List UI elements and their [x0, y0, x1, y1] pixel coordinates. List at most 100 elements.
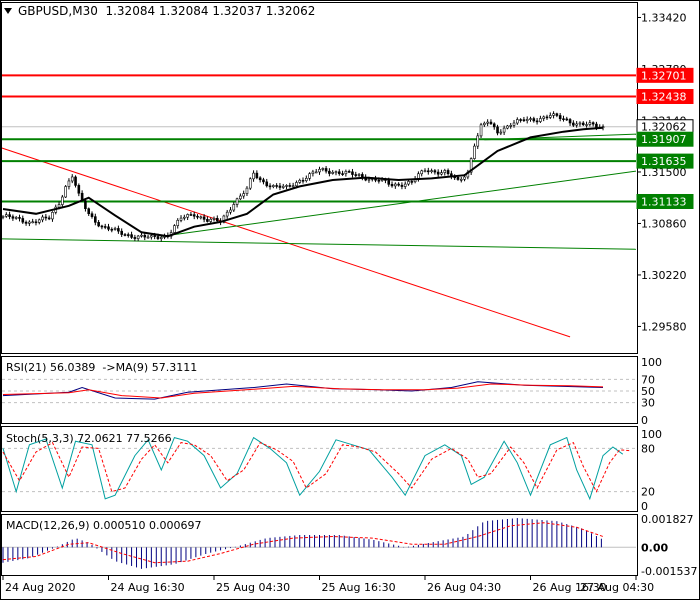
- candle-body: [67, 180, 71, 187]
- candle-body: [499, 131, 503, 134]
- candle-body: [367, 178, 371, 181]
- candle-body: [159, 237, 163, 239]
- candle-body: [572, 122, 575, 126]
- rsi-title: RSI(21) 56.0389 ->MA(9) 57.3111: [6, 361, 197, 374]
- candle-body: [423, 170, 427, 173]
- candle-body: [410, 181, 414, 183]
- candle-body: [575, 123, 578, 126]
- trend-up-line[interactable]: [161, 170, 636, 237]
- candle-body: [8, 214, 11, 217]
- candle-body: [285, 185, 288, 187]
- macd-tick-label: 0.00: [641, 541, 668, 554]
- price-tick-label: 1.30860: [641, 217, 687, 230]
- candle-body: [555, 113, 559, 116]
- candle-body: [301, 179, 305, 182]
- panel-frame-main: [1, 2, 638, 354]
- candle-body: [420, 170, 424, 175]
- candle-body: [519, 119, 522, 121]
- candle-body: [245, 187, 249, 194]
- candle-body: [489, 121, 493, 125]
- candle-body: [235, 198, 239, 205]
- candle-body: [516, 119, 519, 124]
- level-label-box: [636, 88, 694, 104]
- candle-body: [61, 196, 64, 205]
- candle-body: [136, 235, 140, 239]
- candle-body: [222, 215, 226, 223]
- time-tick-label: 26 Aug 04:30: [427, 581, 501, 594]
- time-tick-label: 25 Aug 16:30: [322, 581, 396, 594]
- candle-body: [14, 217, 18, 219]
- candle-body: [242, 193, 245, 197]
- stoch-tick-label: 100: [641, 428, 662, 441]
- stoch-tick-label: 20: [641, 486, 655, 499]
- candle-body: [202, 216, 206, 220]
- candle-body: [539, 118, 542, 122]
- candle-body: [377, 179, 381, 182]
- candle-body: [206, 219, 209, 222]
- candle-body: [275, 185, 278, 187]
- level-label: 1.32062: [641, 121, 687, 134]
- candle-body: [281, 185, 285, 188]
- level-label: 1.32438: [641, 90, 687, 103]
- candle-body: [28, 221, 31, 224]
- candle-body: [77, 185, 81, 194]
- candle-body: [311, 171, 315, 174]
- candle-body: [123, 234, 127, 236]
- trend-up-line[interactable]: [0, 238, 636, 250]
- candle-body: [397, 183, 400, 186]
- level-label: 1.32701: [641, 69, 687, 82]
- candle-body: [192, 214, 196, 217]
- time-tick-label: 24 Aug 16:30: [111, 581, 185, 594]
- candle-body: [209, 218, 213, 222]
- candle-body: [440, 172, 443, 175]
- candle-body: [156, 236, 160, 239]
- level-label: 1.31635: [641, 155, 687, 168]
- candle-body: [143, 234, 147, 238]
- candle-body: [37, 219, 41, 223]
- candle-body: [443, 170, 447, 173]
- candle-body: [308, 173, 311, 179]
- candle-body: [400, 184, 404, 187]
- candle-body: [4, 214, 8, 217]
- price-tick-label: 1.30220: [641, 269, 687, 282]
- macd-tick-label: 0.001827: [641, 513, 694, 526]
- candle-body: [120, 230, 123, 235]
- candle-body: [248, 178, 252, 189]
- candle-body: [522, 119, 526, 121]
- candle-body: [84, 200, 87, 210]
- candle-body: [153, 235, 156, 237]
- candle-body: [595, 123, 598, 128]
- candle-body: [581, 122, 585, 126]
- price-tick-label: 1.31500: [641, 166, 687, 179]
- macd-tick-label: -0.001537: [641, 565, 697, 578]
- triangle-down-icon[interactable]: [4, 8, 12, 14]
- rsi-tick-label: 70: [641, 373, 655, 386]
- price-tick-label: 1.33420: [641, 11, 687, 24]
- candle-body: [34, 221, 38, 224]
- candle-body: [146, 236, 150, 239]
- candle-body: [506, 125, 509, 129]
- candle-body: [44, 216, 48, 219]
- candle-body: [473, 145, 476, 159]
- rsi-line: [2, 381, 604, 400]
- rsi-tick-label: 30: [641, 397, 655, 410]
- candle-body: [225, 211, 229, 217]
- candle-body: [47, 217, 51, 220]
- trend-down-line[interactable]: [0, 146, 571, 338]
- candle-body: [486, 121, 489, 124]
- candle-body: [357, 174, 361, 176]
- panel-frame-rsi: [1, 356, 638, 424]
- stoch-tick-label: 80: [641, 442, 655, 455]
- candle-body: [436, 171, 440, 175]
- candle-body: [512, 122, 516, 126]
- candle-body: [545, 116, 549, 119]
- stoch-tick-label: 0: [641, 500, 648, 513]
- candle-body: [321, 168, 325, 170]
- candle-body: [341, 173, 344, 175]
- candle-body: [390, 184, 394, 187]
- candle-body: [288, 185, 292, 187]
- candle-body: [150, 235, 153, 238]
- level-label-box: [636, 131, 694, 147]
